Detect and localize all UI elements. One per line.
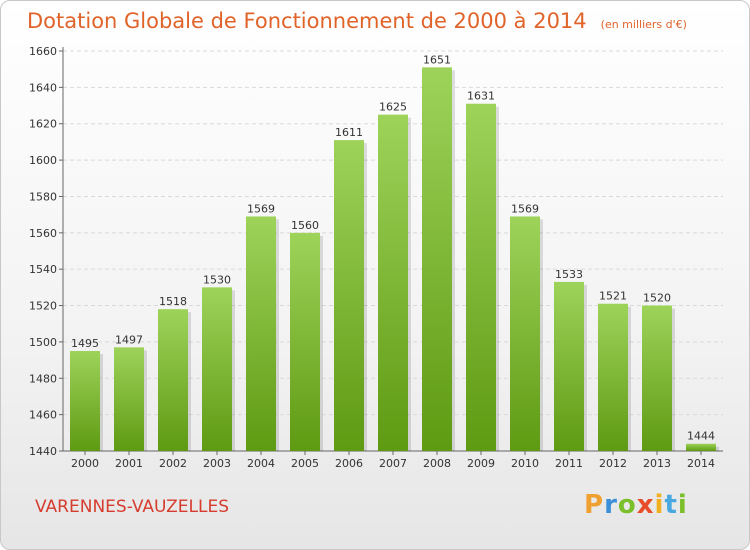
bar-value-label: 1533 bbox=[555, 268, 583, 281]
bar bbox=[158, 309, 188, 451]
bar bbox=[334, 140, 364, 451]
bar-value-label: 1631 bbox=[467, 90, 495, 103]
y-tick-label: 1660 bbox=[29, 45, 57, 58]
bar bbox=[466, 103, 496, 452]
bar-value-label: 1495 bbox=[71, 337, 99, 350]
x-tick-label: 2005 bbox=[291, 457, 319, 470]
x-tick-label: 2010 bbox=[511, 457, 539, 470]
x-tick-label: 2002 bbox=[159, 457, 187, 470]
x-tick-label: 2003 bbox=[203, 457, 231, 470]
bar bbox=[378, 114, 408, 452]
chart-title: Dotation Globale de Fonctionnement de 20… bbox=[27, 9, 587, 33]
x-tick-label: 2000 bbox=[71, 457, 99, 470]
bar bbox=[422, 67, 452, 451]
bar bbox=[554, 281, 584, 451]
bar-value-label: 1520 bbox=[643, 292, 671, 305]
logo-letter: i bbox=[654, 490, 665, 520]
bar-value-label: 1651 bbox=[423, 53, 451, 66]
bar-value-label: 1518 bbox=[159, 295, 187, 308]
proxiti-logo: Proxiti bbox=[584, 490, 688, 520]
y-tick-label: 1460 bbox=[29, 409, 57, 422]
y-tick-label: 1620 bbox=[29, 118, 57, 131]
x-tick-label: 2001 bbox=[115, 457, 143, 470]
bar bbox=[598, 303, 628, 451]
y-tick-label: 1640 bbox=[29, 81, 57, 94]
y-tick-label: 1540 bbox=[29, 263, 57, 276]
logo-letter: o bbox=[617, 490, 637, 520]
logo-letter: r bbox=[604, 490, 618, 520]
bar bbox=[202, 287, 232, 451]
bar-value-label: 1569 bbox=[511, 202, 539, 215]
y-tick-label: 1500 bbox=[29, 336, 57, 349]
x-tick-label: 2013 bbox=[643, 457, 671, 470]
x-tick-label: 2007 bbox=[379, 457, 407, 470]
bar-value-label: 1611 bbox=[335, 126, 363, 139]
bar-value-label: 1530 bbox=[203, 273, 231, 286]
bar bbox=[510, 216, 540, 451]
bar-value-label: 1560 bbox=[291, 219, 319, 232]
logo-letter: x bbox=[636, 490, 655, 520]
bar-value-label: 1569 bbox=[247, 202, 275, 215]
commune-name: VARENNES-VAUZELLES bbox=[35, 497, 230, 517]
y-tick-label: 1580 bbox=[29, 190, 57, 203]
y-tick-label: 1520 bbox=[29, 300, 57, 313]
bar-value-label: 1625 bbox=[379, 101, 407, 114]
x-tick-label: 2011 bbox=[555, 457, 583, 470]
x-tick-label: 2014 bbox=[687, 457, 715, 470]
bar bbox=[70, 351, 100, 451]
x-tick-label: 2004 bbox=[247, 457, 275, 470]
bar bbox=[290, 232, 320, 451]
x-tick-label: 2008 bbox=[423, 457, 451, 470]
bar-value-label: 1444 bbox=[687, 430, 715, 443]
x-tick-label: 2009 bbox=[467, 457, 495, 470]
x-tick-label: 2012 bbox=[599, 457, 627, 470]
logo-letter: t bbox=[664, 490, 678, 520]
y-tick-label: 1600 bbox=[29, 154, 57, 167]
chart-title-row: Dotation Globale de Fonctionnement de 20… bbox=[27, 9, 687, 33]
bar bbox=[246, 216, 276, 451]
x-tick-label: 2006 bbox=[335, 457, 363, 470]
bar-value-label: 1497 bbox=[115, 333, 143, 346]
bar bbox=[642, 305, 672, 451]
logo-letter: i bbox=[677, 490, 688, 520]
bar bbox=[686, 443, 716, 451]
y-tick-label: 1440 bbox=[29, 445, 57, 458]
unit-note: (en milliers d'€) bbox=[600, 18, 687, 31]
y-tick-label: 1560 bbox=[29, 227, 57, 240]
bar bbox=[114, 347, 144, 451]
y-tick-label: 1480 bbox=[29, 372, 57, 385]
bar-value-label: 1521 bbox=[599, 290, 627, 303]
logo-letter: P bbox=[584, 490, 605, 520]
